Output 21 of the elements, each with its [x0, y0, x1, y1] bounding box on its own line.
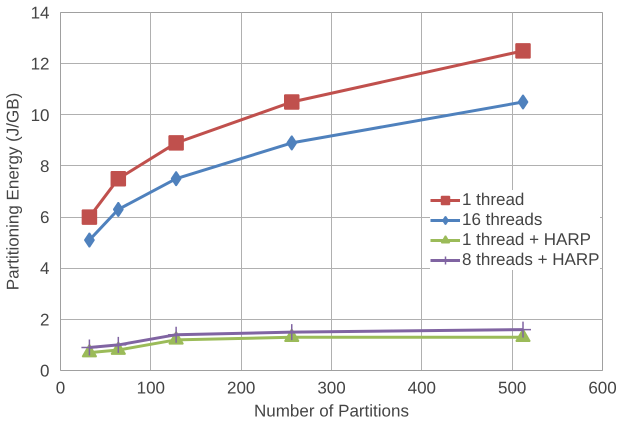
- legend-label: 8 threads + HARP: [462, 250, 600, 270]
- y-tick-label: 14: [30, 4, 50, 22]
- legend-label: 1 thread: [462, 190, 524, 210]
- x-axis-title: Number of Partitions: [254, 402, 409, 420]
- y-tick-label: 0: [40, 362, 50, 380]
- legend-label: 1 thread + HARP: [462, 230, 591, 250]
- x-tick-label: 0: [56, 378, 66, 398]
- x-tick-label: 300: [317, 378, 346, 398]
- y-tick-label: 4: [40, 259, 50, 278]
- y-tick-label: 12: [30, 54, 50, 74]
- y-tick-label: 2: [40, 310, 50, 330]
- y-tick-label: 8: [40, 156, 50, 176]
- y-tick-label: 10: [30, 106, 50, 125]
- x-tick-label: 400: [408, 378, 436, 398]
- y-tick-label: 6: [40, 208, 50, 228]
- legend-label: 16 threads: [462, 210, 542, 230]
- x-tick-label: 100: [136, 378, 166, 398]
- y-axis-title: Partitioning Energy (J/GB): [4, 92, 23, 290]
- x-tick-label: 200: [226, 378, 256, 398]
- x-tick-label: 500: [498, 378, 526, 398]
- x-tick-label: 600: [588, 378, 617, 398]
